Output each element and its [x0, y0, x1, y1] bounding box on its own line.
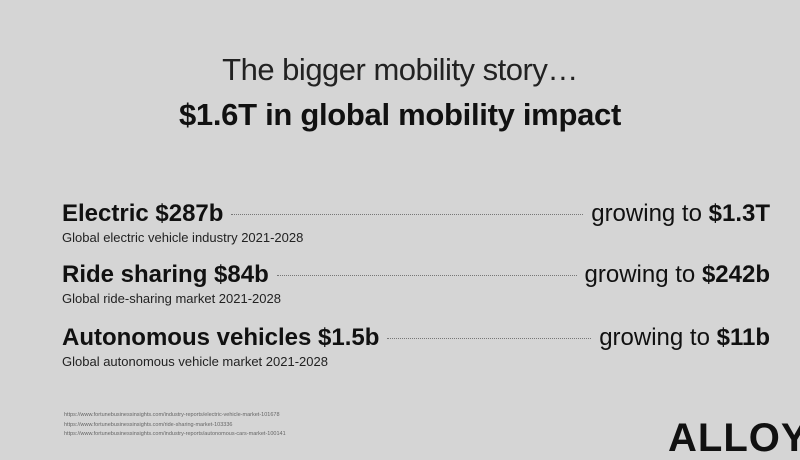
source-link[interactable]: https://www.fortunebusinessinsights.com/…: [64, 412, 280, 418]
dotted-leader: [231, 214, 584, 215]
slide-subtitle: $1.6T in global mobility impact: [178, 97, 621, 132]
stat-description: Global electric vehicle industry 2021-20…: [62, 230, 304, 245]
stat-label: Autonomous vehicles $1.5b: [62, 324, 380, 351]
stat-description: Global autonomous vehicle market 2021-20…: [62, 354, 328, 369]
growth-text: growing to $1.3T: [591, 200, 770, 227]
stat-description: Global ride-sharing market 2021-2028: [62, 291, 281, 306]
alloy-logo: ALLOY: [668, 416, 800, 460]
source-link[interactable]: https://www.fortunebusinessinsights.com/…: [64, 431, 286, 437]
growth-value: $11b: [716, 324, 770, 351]
slide-title: The bigger mobility story…: [222, 52, 578, 87]
stat-row-electric: Electric $287b growing to $1.3T: [62, 200, 770, 228]
stat-row-autonomous: Autonomous vehicles $1.5b growing to $11…: [62, 324, 770, 352]
growth-value: $242b: [701, 261, 770, 288]
stat-row-ride-sharing: Ride sharing $84b growing to $242b: [62, 261, 770, 289]
growth-text: growing to $11b: [599, 324, 770, 351]
source-link[interactable]: https://www.fortunebusinessinsights.com/…: [64, 422, 233, 428]
growth-text: growing to $242b: [584, 261, 770, 288]
dotted-leader: [276, 275, 577, 276]
stat-label: Electric $287b: [62, 200, 224, 227]
stat-label: Ride sharing $84b: [62, 261, 269, 288]
dotted-leader: [387, 338, 592, 339]
growth-value: $1.3T: [708, 200, 770, 227]
